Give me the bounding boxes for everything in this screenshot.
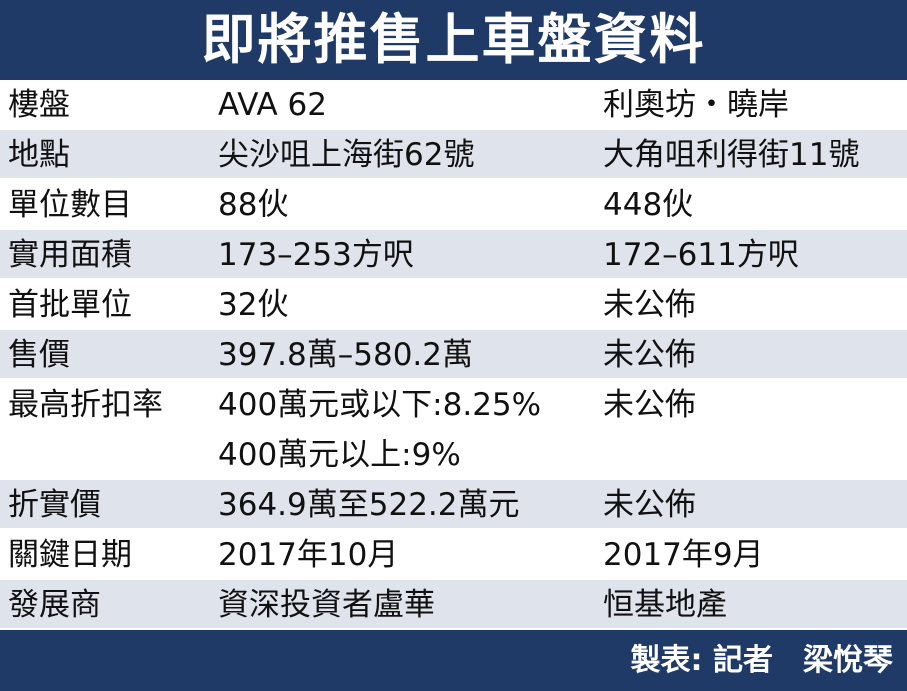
table-cell: 172–611方呎 [603, 237, 799, 273]
table-cell: 448伙 [603, 187, 694, 223]
table-cell: 資深投資者盧華 [218, 587, 435, 623]
table-cell: 88伙 [218, 187, 289, 223]
table-cell: 400萬元或以下:8.25% [218, 387, 542, 423]
table-cell: 173–253方呎 [218, 237, 414, 273]
table-row: 最高折扣率 400萬元或以下:8.25% 400萬元以上:9% 未公佈 [0, 380, 907, 480]
row-label: 首批單位 [8, 287, 132, 323]
row-label: 折實價 [8, 487, 101, 523]
table-cell: 364.9萬至522.2萬元 [218, 487, 520, 523]
table-cell: 尖沙咀上海街62號 [218, 137, 475, 173]
table-cell: 大角咀利得街11號 [603, 137, 860, 173]
table-cell: 2017年10月 [218, 537, 399, 573]
table-cell: 未公佈 [603, 387, 696, 423]
table-cell: 32伙 [218, 287, 289, 323]
row-label: 地點 [8, 137, 70, 173]
table-row: 單位數目 88伙 448伙 [0, 180, 907, 230]
title: 即將推售上車盤資料 [0, 0, 907, 80]
table-cell: 未公佈 [603, 337, 696, 373]
row-label: 最高折扣率 [8, 387, 163, 423]
table-row: 售價 397.8萬–580.2萬 未公佈 [0, 330, 907, 380]
table-row: 首批單位 32伙 未公佈 [0, 280, 907, 330]
row-label: 實用面積 [8, 237, 132, 273]
row-label: 單位數目 [8, 187, 132, 223]
row-label: 關鍵日期 [8, 537, 132, 573]
table-cell: 未公佈 [603, 487, 696, 523]
table-row: 實用面積 173–253方呎 172–611方呎 [0, 230, 907, 280]
row-label: 發展商 [8, 587, 101, 623]
row-label: 樓盤 [8, 87, 70, 123]
table-row: 樓盤 AVA 62 利奧坊・曉岸 [0, 80, 907, 130]
credit: 製表: 記者 梁悅琴 [0, 630, 907, 691]
table-row: 關鍵日期 2017年10月 2017年9月 [0, 530, 907, 580]
table-row: 地點 尖沙咀上海街62號 大角咀利得街11號 [0, 130, 907, 180]
table-row: 折實價 364.9萬至522.2萬元 未公佈 [0, 480, 907, 530]
table-cell: 恒基地產 [603, 587, 727, 623]
table-cell: 397.8萬–580.2萬 [218, 337, 473, 373]
table-cell: 2017年9月 [603, 537, 764, 573]
table-cell: 利奧坊・曉岸 [603, 87, 789, 123]
table-cell: 400萬元以上:9% [218, 437, 461, 473]
row-label: 售價 [8, 337, 70, 373]
table-row: 發展商 資深投資者盧華 恒基地產 [0, 580, 907, 630]
table-cell: AVA 62 [218, 87, 327, 123]
table-cell: 未公佈 [603, 287, 696, 323]
